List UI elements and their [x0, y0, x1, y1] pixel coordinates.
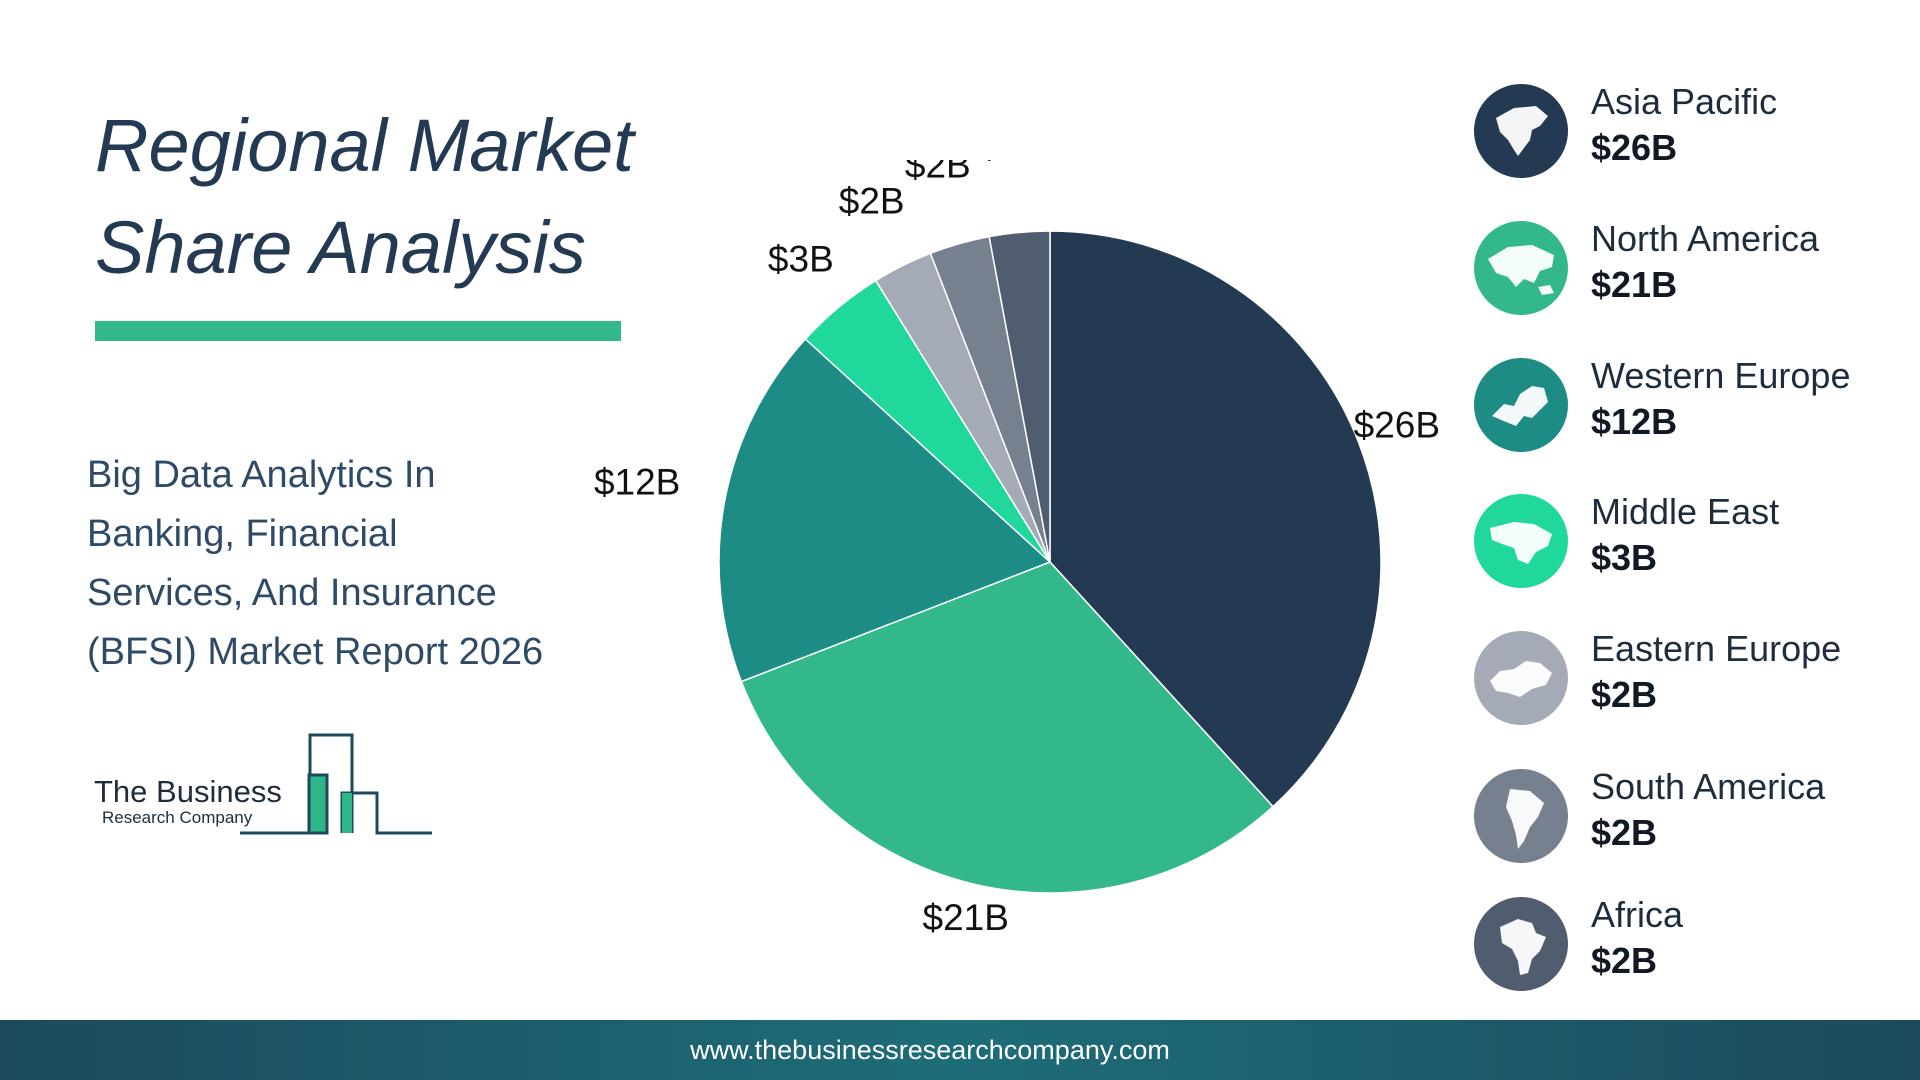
pie-data-label: $2B — [839, 181, 905, 222]
pie-slice-western-europe — [718, 337, 1052, 683]
report-subtitle-line-3: Services, And Insurance — [87, 572, 497, 614]
pie-data-label: $2B — [905, 160, 971, 185]
legend-label: Asia Pacific — [1591, 81, 1778, 122]
report-subtitle: Big Data Analytics In Banking, Financial… — [87, 446, 647, 682]
pie-slice-north-america — [740, 561, 1275, 894]
report-subtitle-line-1: Big Data Analytics In — [87, 454, 436, 496]
legend-value: $2B — [1591, 812, 1658, 853]
asia-map-icon — [1474, 221, 1568, 315]
legend-item-middle-east: Middle East $3B — [1474, 490, 1914, 610]
title-underline — [95, 321, 621, 341]
legend-item-eastern-europe: Eastern Europe $2B — [1474, 627, 1914, 747]
legend-item-africa: Africa $2B — [1474, 893, 1914, 1013]
pie-slice-africa — [988, 230, 1051, 563]
company-logo: The Business Research Company — [92, 733, 444, 838]
pie-data-label: $26B — [1354, 404, 1440, 445]
legend-label: North America — [1591, 218, 1820, 259]
footer-url-link[interactable]: www.thebusinessresearchcompany.com — [690, 1035, 1170, 1065]
legend-value: $3B — [1591, 537, 1658, 578]
legend-value: $12B — [1591, 401, 1678, 442]
page-title-line-2: Share Analysis — [95, 206, 586, 289]
legend-value: $2B — [1591, 674, 1658, 715]
eastern-europe-map-icon — [1474, 631, 1568, 725]
report-subtitle-line-4: (BFSI) Market Report 2026 — [87, 631, 544, 673]
africa-map-icon — [1474, 897, 1568, 991]
report-subtitle-line-2: Banking, Financial — [87, 513, 398, 555]
footer-bar: www.thebusinessresearchcompany.com — [0, 1020, 1920, 1080]
pie-data-label: $3B — [768, 239, 834, 280]
page-title: Regional Market Share Analysis — [95, 95, 655, 299]
legend-item-south-america: South America $2B — [1474, 765, 1914, 885]
logo-line-2: Research Company — [102, 808, 253, 827]
legend-value: $21B — [1591, 264, 1678, 305]
north-america-map-icon — [1474, 84, 1568, 178]
legend-item-western-europe: Western Europe $12B — [1474, 354, 1914, 474]
south-america-map-icon — [1474, 769, 1568, 863]
legend-label: Western Europe — [1591, 355, 1851, 396]
pie-data-label: $2B — [979, 160, 1045, 167]
legend-value: $2B — [1591, 940, 1658, 981]
legend-item-asia-pacific: Asia Pacific $26B — [1474, 80, 1914, 200]
europe-map-icon — [1474, 358, 1568, 452]
pie-data-label: $12B — [594, 462, 680, 503]
middle-east-map-icon — [1474, 494, 1568, 588]
logo-line-1: The Business — [94, 774, 282, 809]
legend-label: South America — [1591, 766, 1826, 807]
legend-value: $26B — [1591, 127, 1678, 168]
logo-buildings-icon — [240, 733, 432, 835]
legend-item-north-america: North America $21B — [1474, 217, 1914, 337]
pie-data-label: $21B — [923, 897, 1009, 938]
pie-chart: $26B$21B$12B$3B$2B$2B$2B — [580, 160, 1460, 1000]
pie-slice-asia-pacific — [1049, 230, 1382, 808]
legend-label: Africa — [1591, 894, 1684, 935]
pie-chart-svg: $26B$21B$12B$3B$2B$2B$2B — [594, 160, 1440, 938]
legend-label: Middle East — [1591, 491, 1780, 532]
page-title-line-1: Regional Market — [95, 104, 634, 187]
legend-label: Eastern Europe — [1591, 628, 1842, 669]
